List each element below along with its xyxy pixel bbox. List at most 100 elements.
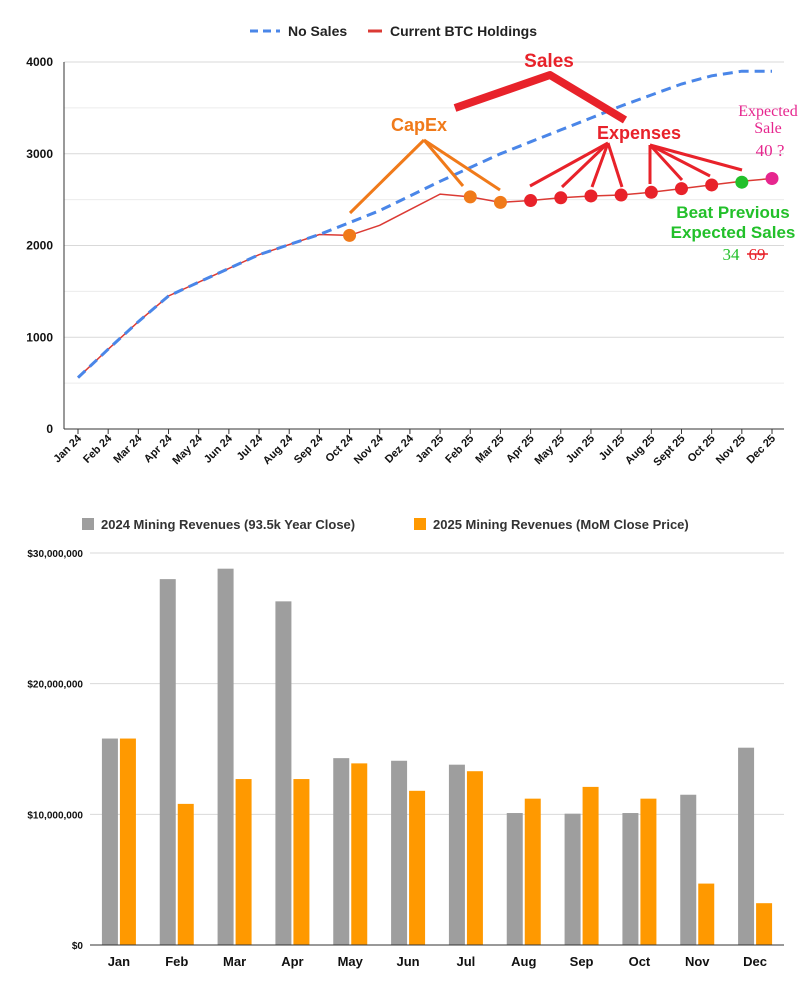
- bar-chart-x-tick-label: Apr: [281, 954, 303, 969]
- bar-2024: [564, 813, 581, 945]
- line-chart-markers: [343, 172, 779, 242]
- annotation-pointers: [348, 71, 743, 215]
- line-chart-y-ticks: 0 1000 2000 3000 4000: [26, 55, 53, 436]
- bar-2025: [698, 883, 715, 945]
- expenses-pointer-6: [648, 143, 684, 182]
- line-chart-x-tick-label: Dez 24: [383, 432, 417, 466]
- expenses-pointer-4: [606, 142, 624, 188]
- line-chart-x-tick-label: Dec 25: [745, 433, 779, 467]
- annotation-expenses: Expenses: [597, 123, 681, 143]
- bar-chart-x-tick-label: Nov: [685, 954, 710, 969]
- line-chart-y-tick-label: 0: [46, 422, 53, 436]
- series-line-current-btc: [77, 177, 773, 379]
- bar-chart-legend: 2024 Mining Revenues (93.5k Year Close) …: [82, 517, 689, 532]
- line-chart-legend: No Sales Current BTC Holdings: [250, 23, 537, 39]
- legend-label-2025: 2025 Mining Revenues (MoM Close Price): [433, 517, 689, 532]
- sales-bracket: [453, 71, 628, 124]
- annotation-expected-line1: Expected: [738, 103, 798, 120]
- bar-2025: [582, 786, 599, 945]
- line-chart-x-tick-label: Feb 24: [81, 432, 115, 466]
- line-chart-x-tick-label: Oct 25: [686, 433, 718, 465]
- bar-2025: [235, 779, 252, 945]
- bar-chart-y-ticks: $0 $10,000,000 $20,000,000 $30,000,000: [27, 549, 83, 952]
- line-chart-y-tick-label: 1000: [26, 330, 53, 344]
- highlight-marker: [644, 185, 658, 199]
- line-chart-x-tick-label: Nov 24: [352, 432, 387, 467]
- bar-2024: [506, 813, 523, 945]
- bar-2025: [351, 763, 368, 945]
- annotation-expected-line2: Sale: [754, 120, 782, 137]
- legend-swatch-2025: [414, 518, 426, 530]
- bar-chart-x-ticks: Jan Feb Mar Apr May Jun Jul Aug Sep Oct Nov Dec: [108, 954, 767, 969]
- highlight-marker: [674, 182, 688, 196]
- expenses-pointer-8: [649, 143, 743, 172]
- bar-chart-y-tick-label: $0: [72, 941, 84, 952]
- bar-2025: [293, 779, 310, 945]
- line-chart-x-tick-label: Jun 24: [202, 432, 236, 466]
- bar-chart-x-tick-label: May: [338, 954, 364, 969]
- bar-chart-bars: [101, 568, 773, 945]
- annotation-beat-line1: Beat Previous: [676, 203, 789, 222]
- expenses-pointer-1: [529, 141, 609, 188]
- series-line-no-sales: [76, 69, 772, 379]
- highlight-marker: [614, 188, 628, 202]
- highlight-marker: [584, 189, 598, 203]
- capex-pointer-3: [423, 138, 501, 192]
- highlight-marker: [765, 172, 779, 186]
- line-chart-x-tick-label: Sep 24: [292, 432, 326, 466]
- bar-2024: [448, 764, 465, 945]
- highlight-marker: [554, 191, 568, 205]
- bar-2024: [622, 813, 639, 945]
- annotation-labels: Sales CapEx Expenses Expected Sale 40 ? …: [391, 51, 798, 264]
- line-chart-x-tick-label: Mar 25: [473, 433, 506, 466]
- bar-chart-x-tick-label: Oct: [629, 954, 651, 969]
- bar-2024: [101, 738, 118, 945]
- highlight-marker: [705, 178, 719, 192]
- line-chart-x-tick-label: Oct 24: [323, 432, 356, 465]
- bar-chart-x-tick-label: Sep: [570, 954, 594, 969]
- bar-chart-gridlines: [90, 552, 784, 815]
- line-chart-x-tick-label: May 24: [170, 432, 205, 467]
- bar-chart-y-tick-label: $10,000,000: [27, 810, 83, 821]
- line-chart-x-tick-label: Sept 25: [651, 433, 687, 469]
- highlight-marker: [493, 195, 507, 209]
- annotation-beat-new: 34: [723, 245, 741, 264]
- capex-pointer-2: [422, 139, 465, 187]
- legend-label-no-sales: No Sales: [288, 23, 347, 39]
- annotation-sales: Sales: [524, 51, 574, 72]
- bar-2024: [738, 747, 755, 945]
- highlight-marker: [463, 190, 477, 204]
- bar-chart-x-tick-label: Feb: [165, 954, 188, 969]
- bar-2025: [756, 903, 773, 945]
- bar-chart-x-tick-label: Dec: [743, 954, 767, 969]
- line-chart-x-tick-label: Apr 25: [504, 433, 537, 466]
- annotation-expected-value: 40 ?: [756, 141, 785, 160]
- line-chart-x-tick-label: May 25: [532, 433, 566, 467]
- bar-2025: [409, 790, 426, 945]
- bar-2025: [524, 798, 541, 945]
- highlight-marker: [524, 194, 538, 208]
- line-chart-x-tick-label: Mar 24: [111, 432, 145, 466]
- line-chart-x-tick-label: Jan 24: [51, 432, 84, 465]
- line-chart: No Sales Current BTC Holdings 0 1000 2000 3…: [26, 23, 797, 469]
- legend-swatch-2024: [82, 518, 94, 530]
- bar-2025: [640, 798, 657, 945]
- legend-label-current-btc: Current BTC Holdings: [390, 23, 537, 39]
- line-chart-x-tick-label: Jun 25: [564, 433, 597, 466]
- line-chart-y-tick-label: 2000: [26, 239, 53, 253]
- expenses-pointer-7: [649, 143, 711, 178]
- line-chart-y-tick-label: 3000: [26, 147, 53, 161]
- line-chart-x-tick-label: Aug 24: [261, 432, 296, 467]
- bar-chart-y-tick-label: $20,000,000: [27, 680, 83, 691]
- line-chart-x-tick-label: Jan 25: [414, 433, 447, 466]
- bar-2024: [680, 794, 697, 945]
- capex-pointer-1: [348, 138, 426, 215]
- bar-2024: [217, 568, 234, 945]
- bar-2024: [333, 758, 350, 945]
- bar-2024: [159, 579, 176, 945]
- expenses-pointer-3: [590, 142, 610, 188]
- annotation-capex: CapEx: [391, 115, 447, 135]
- bar-chart-x-tick-label: Mar: [223, 954, 246, 969]
